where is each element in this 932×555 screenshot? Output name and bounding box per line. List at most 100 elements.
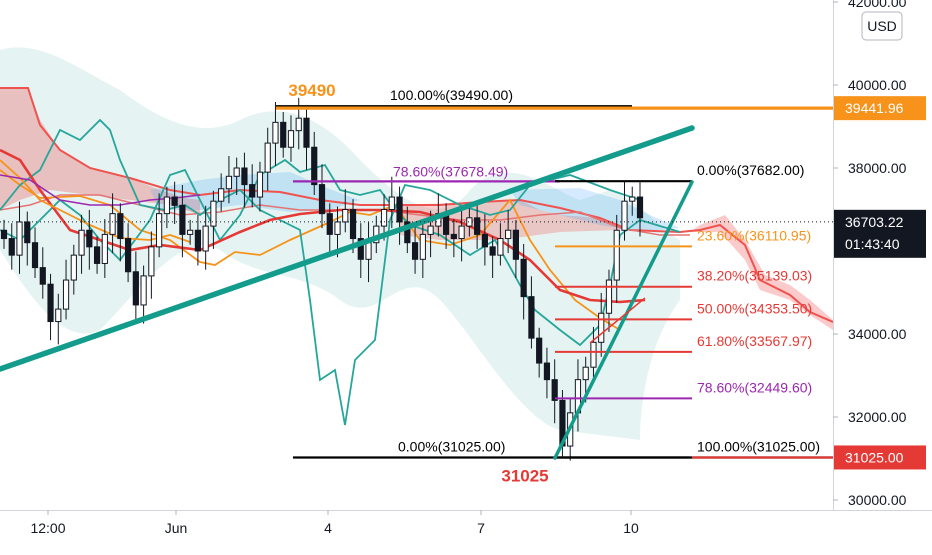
candle[interactable] <box>497 223 504 266</box>
candle[interactable] <box>411 222 419 274</box>
fib-level-label: 61.80%(33567.97) <box>697 333 812 349</box>
candle[interactable] <box>287 115 295 162</box>
currency-button[interactable]: USD <box>861 11 903 41</box>
time-tick-label: 7 <box>477 520 485 536</box>
tenkan-line-teal <box>0 158 681 347</box>
moving-average-purple <box>0 174 201 206</box>
trendline-wedge-upper[interactable] <box>589 297 646 344</box>
candle[interactable] <box>342 189 349 233</box>
candle[interactable] <box>520 243 527 320</box>
candle[interactable] <box>466 207 473 237</box>
candle[interactable] <box>47 273 54 341</box>
candle[interactable] <box>326 203 333 254</box>
candle[interactable] <box>233 157 240 195</box>
candle[interactable] <box>249 164 256 208</box>
candle[interactable] <box>55 293 62 345</box>
candle[interactable] <box>458 205 465 262</box>
countdown-label: 01:43:40 <box>845 236 900 252</box>
candle[interactable] <box>481 214 488 266</box>
candle[interactable] <box>62 259 70 320</box>
price-tick-label: 42000.00 <box>848 0 907 10</box>
price-tick-label: 34000.00 <box>848 326 907 342</box>
candle[interactable] <box>505 209 512 254</box>
candle[interactable] <box>163 186 170 229</box>
time-tick-label: 4 <box>324 520 332 536</box>
time-axis[interactable]: 12:00 Jun 4 7 10 <box>30 510 639 536</box>
candle[interactable] <box>311 131 318 195</box>
price-tick-label: 32000.00 <box>848 409 907 425</box>
candle[interactable] <box>194 214 202 266</box>
candle[interactable] <box>109 193 116 254</box>
fibonacci-labels: 100.00%(39490.00) 78.60%(37678.49) 0.00%(3… <box>390 87 820 454</box>
candle[interactable] <box>621 180 628 241</box>
candle[interactable] <box>0 219 8 249</box>
candle[interactable] <box>8 223 15 270</box>
candle[interactable] <box>140 265 147 324</box>
candle[interactable] <box>70 244 77 295</box>
candle[interactable] <box>124 223 132 283</box>
trendline-steep-support[interactable] <box>553 180 694 460</box>
candle[interactable] <box>78 214 85 274</box>
candle[interactable] <box>512 219 520 278</box>
ichimoku-cloud-red-left <box>0 88 200 215</box>
candle[interactable] <box>272 102 279 166</box>
candle[interactable] <box>86 209 93 270</box>
candle[interactable] <box>101 219 108 278</box>
currency-label: USD <box>867 18 897 34</box>
candle[interactable] <box>551 359 558 424</box>
moving-average-orange <box>0 159 191 243</box>
candle[interactable] <box>31 227 39 278</box>
candle[interactable] <box>528 276 535 349</box>
candle[interactable] <box>218 173 225 212</box>
chikou-line-teal <box>0 118 641 426</box>
fib-level-label: 100.00%(39490.00) <box>390 87 513 103</box>
candle[interactable] <box>357 223 364 278</box>
candle[interactable] <box>156 193 163 258</box>
candle[interactable] <box>536 327 543 378</box>
candle[interactable] <box>24 211 31 266</box>
candle[interactable] <box>93 236 101 274</box>
swing-label: 39490 <box>288 81 335 100</box>
price-tick-label: 40000.00 <box>848 77 907 93</box>
candle[interactable] <box>474 202 481 249</box>
candle[interactable] <box>187 219 194 245</box>
candle[interactable] <box>303 107 310 171</box>
candle[interactable] <box>543 347 551 399</box>
candle[interactable] <box>225 155 233 204</box>
candle[interactable] <box>39 247 46 299</box>
candle[interactable] <box>148 231 155 299</box>
fib-level-label: 0.00%(31025.00) <box>398 438 505 454</box>
price-tag[interactable]: 31025.00 <box>834 445 926 470</box>
candle[interactable] <box>264 127 271 191</box>
candle[interactable] <box>419 224 426 278</box>
price-tick-label: 30000.00 <box>848 492 907 508</box>
time-tick-label: Jun <box>165 520 188 536</box>
price-tick-label: 38000.00 <box>848 160 907 176</box>
price-tag[interactable]: 39441.96 <box>834 96 926 121</box>
candle[interactable] <box>598 292 605 357</box>
candle[interactable] <box>202 205 209 270</box>
candle[interactable] <box>318 164 326 229</box>
candle[interactable] <box>280 111 287 158</box>
price-tag[interactable]: 36703.22 01:43:40 <box>834 209 926 258</box>
price-axis[interactable]: 42000.00 40000.00 38000.00 34000.00 32000.00… <box>833 0 907 508</box>
candle[interactable] <box>605 269 613 332</box>
candle[interactable] <box>636 181 644 237</box>
candle[interactable] <box>256 161 264 212</box>
candle[interactable] <box>132 251 139 320</box>
candle[interactable] <box>16 201 23 274</box>
trendline-rising-support[interactable] <box>0 125 695 372</box>
candle[interactable] <box>210 190 217 249</box>
candle[interactable] <box>613 214 620 303</box>
candle[interactable] <box>117 203 124 262</box>
candle[interactable] <box>241 152 248 208</box>
candle[interactable] <box>171 181 178 225</box>
candle[interactable] <box>629 186 636 216</box>
candle[interactable] <box>450 219 457 258</box>
candle[interactable] <box>396 186 403 245</box>
candle[interactable] <box>388 176 395 229</box>
candle[interactable] <box>489 236 496 278</box>
candle[interactable] <box>179 185 186 258</box>
